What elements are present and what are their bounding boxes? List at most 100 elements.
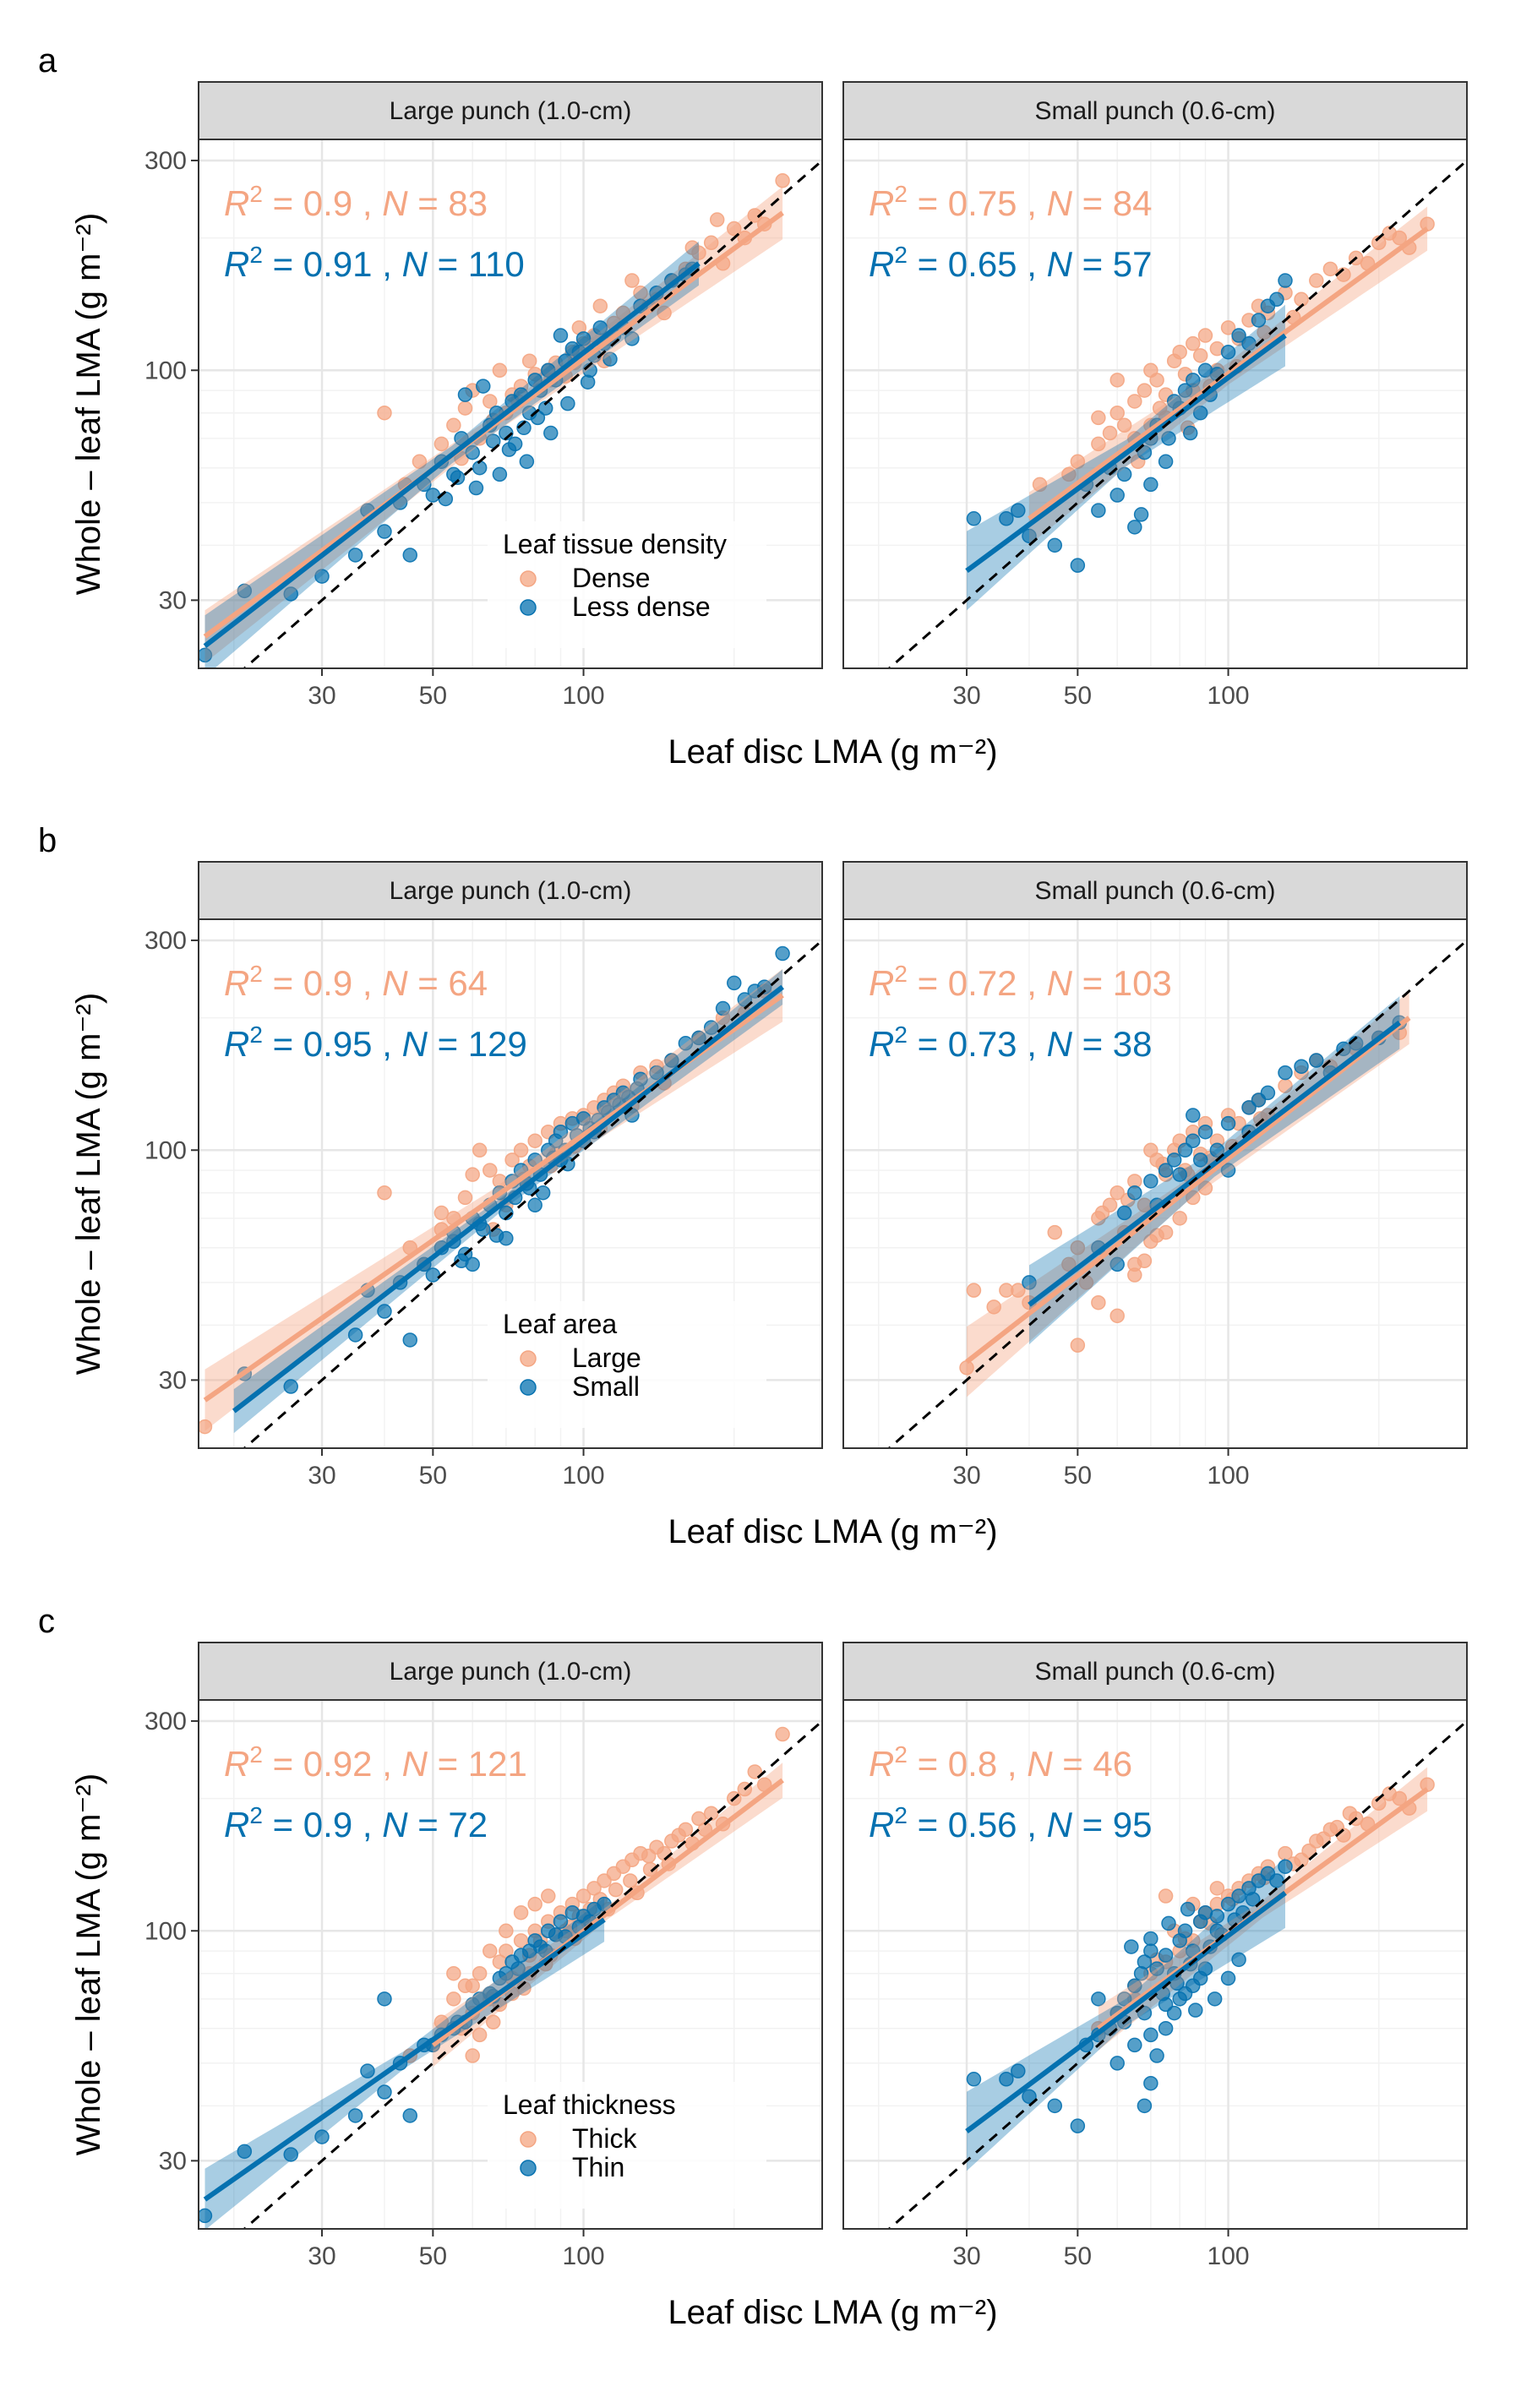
data-point-thick — [623, 1873, 638, 1888]
data-point-dense — [412, 454, 428, 470]
r-squared-value: 0.8 — [948, 1744, 997, 1784]
data-point-thin — [402, 2108, 418, 2123]
data-point-small — [727, 975, 742, 991]
data-point-dense — [454, 450, 469, 466]
data-point-thin — [1137, 2098, 1153, 2114]
r-squared-symbol: R — [869, 183, 894, 223]
data-point-dense — [1109, 373, 1125, 388]
confidence-band-thin — [204, 1898, 605, 2229]
legend-key — [520, 1350, 537, 1367]
data-point-thin — [1161, 1915, 1176, 1931]
data-point-less-dense — [237, 583, 253, 599]
legend-key — [520, 2160, 537, 2176]
separator: , — [373, 1024, 402, 1064]
data-point-dense — [624, 273, 640, 288]
panel-border — [198, 1699, 823, 2230]
data-point-thick — [1158, 1888, 1174, 1904]
data-point-large — [465, 1167, 480, 1182]
data-point-small — [347, 1327, 363, 1343]
plot-area — [199, 938, 822, 1448]
data-point-less-dense — [1182, 425, 1198, 441]
r-squared-value: 0.73 — [948, 1024, 1017, 1064]
y-axis-label: Whole – leaf LMA (g m⁻²) — [70, 213, 107, 595]
chart-row-a: a Whole – leaf LMA (g m⁻²) Leaf disc LMA (… — [38, 42, 1468, 771]
data-point-less-dense — [1116, 466, 1132, 482]
data-point-thin — [1011, 2063, 1026, 2078]
separator: , — [352, 1805, 382, 1844]
data-point-small — [1209, 1142, 1225, 1158]
data-point-less-dense — [560, 395, 575, 411]
n-value: 95 — [1113, 1805, 1153, 1844]
data-point-less-dense — [519, 454, 535, 470]
data-point-thin — [1143, 1943, 1158, 1959]
r-squared-exponent: 2 — [249, 242, 263, 268]
n-value: 129 — [468, 1024, 527, 1064]
grid — [199, 919, 822, 1448]
data-point-small — [1220, 1115, 1236, 1131]
data-point-thin — [1158, 2020, 1174, 2036]
data-point-large — [433, 1205, 450, 1221]
data-point-less-dense — [575, 331, 592, 346]
data-point-large — [1094, 1205, 1110, 1221]
data-point-dense — [492, 362, 508, 379]
data-point-small — [1294, 1059, 1309, 1074]
y-tick-label: 100 — [144, 1136, 187, 1164]
panel-letter: c — [38, 1603, 55, 1640]
data-point-thin — [1149, 2048, 1164, 2063]
data-point-less-dense — [199, 647, 213, 663]
data-point-thin — [1109, 2056, 1125, 2071]
facet-large-punch: Large punch (1.0-cm) 30 50 100 30 100 300 R2 = … — [144, 861, 823, 1490]
data-point-dense — [1220, 320, 1236, 335]
n-value: 46 — [1093, 1744, 1132, 1784]
data-point-thick — [1342, 1806, 1358, 1821]
data-point-less-dense — [468, 480, 484, 496]
equals-sign: = — [908, 963, 948, 1003]
plot-area — [199, 1719, 822, 2229]
r-squared-value: 0.72 — [948, 963, 1017, 1003]
data-point-thick — [1392, 1790, 1408, 1806]
data-point-large — [504, 1152, 520, 1168]
x-axis-label: Leaf disc LMA (g m⁻²) — [668, 733, 997, 771]
data-point-thick — [1209, 1881, 1225, 1896]
x-tick-label: 50 — [1064, 1462, 1092, 1490]
separator: , — [373, 1744, 402, 1784]
separator: , — [1017, 1805, 1047, 1844]
fit-line-thin — [965, 1890, 1287, 2133]
data-point-small — [476, 1222, 491, 1237]
data-point-thin — [1047, 2098, 1063, 2114]
data-point-less-dense — [1161, 431, 1176, 446]
legend-entry: Dense — [572, 563, 651, 593]
data-point-less-dense — [1011, 503, 1026, 518]
legend-key — [520, 1379, 537, 1396]
r-squared-value: 0.65 — [948, 244, 1017, 284]
equals-sign: = — [908, 1744, 948, 1784]
data-point-less-dense — [1269, 291, 1284, 308]
equals-sign: = — [908, 244, 948, 284]
data-point-thin — [1149, 1961, 1164, 1976]
data-point-thick — [499, 1923, 514, 1939]
panel-border — [842, 139, 1468, 669]
y-axis-label: Whole – leaf LMA (g m⁻²) — [70, 993, 107, 1375]
data-point-thin — [199, 2208, 213, 2224]
data-point-thick — [678, 1822, 694, 1838]
y-tick-label: 30 — [159, 1366, 187, 1394]
panel-border — [198, 139, 823, 669]
y-tick-label: 300 — [144, 147, 187, 175]
data-point-dense — [1091, 410, 1106, 426]
r-squared-exponent: 2 — [894, 1741, 908, 1768]
data-point-less-dense — [1251, 313, 1267, 328]
stats-annotation: R2 = 0.9 , N = 64 — [224, 961, 488, 1003]
fit-line-dense — [1028, 226, 1429, 521]
data-point-small — [664, 1053, 679, 1068]
r-squared-exponent: 2 — [249, 1741, 263, 1768]
x-tick-label: 30 — [952, 1462, 980, 1490]
data-point-less-dense — [553, 328, 569, 343]
y-tick-label: 300 — [144, 927, 187, 955]
data-point-large — [1186, 1190, 1201, 1206]
data-point-small — [1172, 1167, 1187, 1182]
legend-key — [520, 599, 537, 616]
r-squared-value: 0.95 — [303, 1024, 373, 1064]
data-point-dense — [457, 400, 473, 416]
stats-annotation: R2 = 0.56 , N = 95 — [869, 1802, 1153, 1844]
